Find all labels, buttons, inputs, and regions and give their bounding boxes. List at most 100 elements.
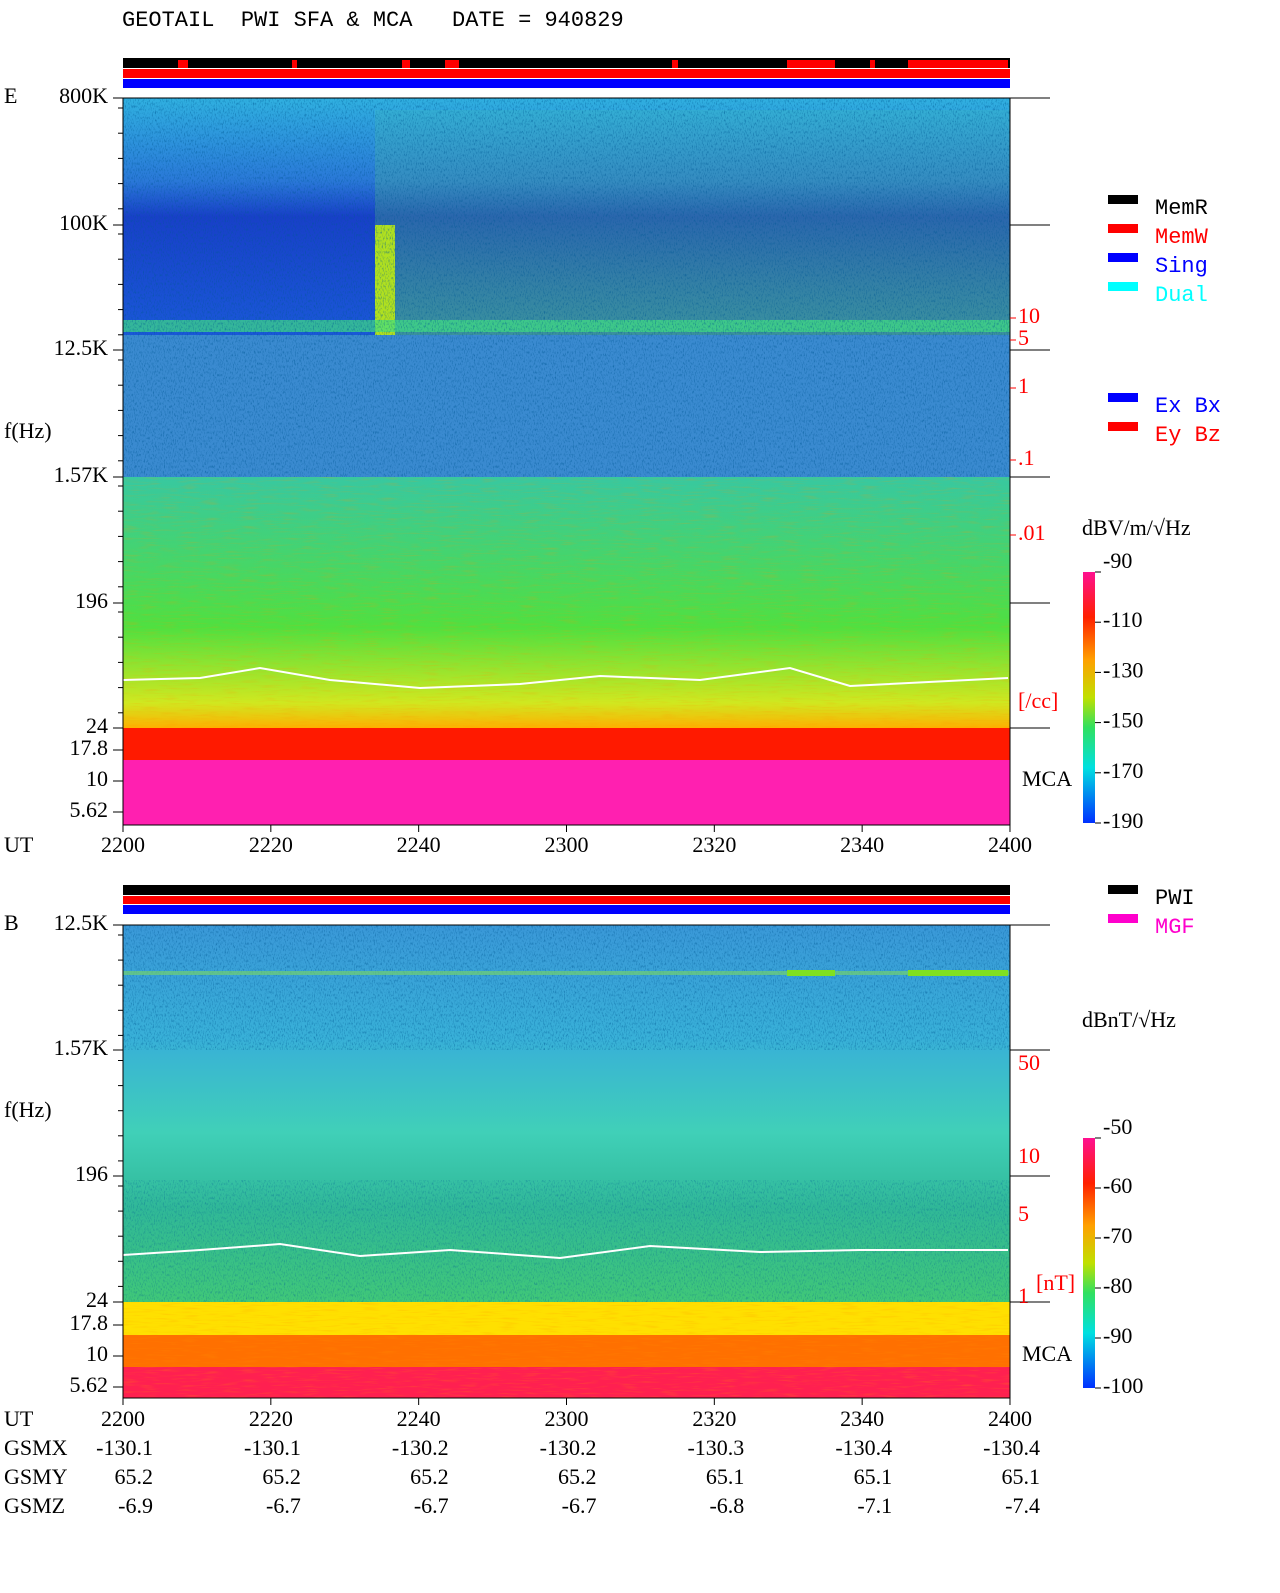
spectrogram-b xyxy=(122,924,1011,1399)
orbit-value: 65.2 xyxy=(558,1464,597,1489)
y-axis-label: f(Hz) xyxy=(4,1097,52,1122)
y-tick-label: 10 xyxy=(86,1341,108,1366)
legend-label: MGF xyxy=(1155,915,1195,940)
orbit-row-label: GSMY xyxy=(4,1464,68,1489)
orbit-value: 65.2 xyxy=(262,1464,301,1489)
y-tick-label: 196 xyxy=(75,1161,108,1186)
legend-label: Ex Bx xyxy=(1155,394,1221,419)
legend-swatch xyxy=(1108,253,1138,262)
x-tick-label: 2400 xyxy=(988,832,1032,857)
legend-label: Ey Bz xyxy=(1155,423,1221,448)
orbit-value: -130.4 xyxy=(835,1435,892,1460)
density-label: 1 xyxy=(1018,373,1029,398)
legend-label: Sing xyxy=(1155,254,1208,279)
density-label: [/cc] xyxy=(1018,688,1058,713)
colorbar-tick-label: -70 xyxy=(1103,1223,1132,1248)
y-tick-label: 12.5K xyxy=(54,910,109,935)
mca-label: MCA xyxy=(1022,766,1072,791)
y-tick-label: 800K xyxy=(59,83,108,108)
y-tick-label: 12.5K xyxy=(54,335,109,360)
orbit-value: 65.1 xyxy=(706,1464,745,1489)
status-bars xyxy=(123,58,1010,88)
status-bars-b xyxy=(123,885,1010,914)
orbit-value: 65.1 xyxy=(1001,1464,1040,1489)
colorbar-tick-label: -80 xyxy=(1103,1273,1132,1298)
y-tick-label: 1.57K xyxy=(54,1035,109,1060)
colorbar-unit: dBnT/√Hz xyxy=(1082,1007,1176,1032)
field-label: 1 xyxy=(1018,1283,1029,1308)
colorbar-e xyxy=(1083,572,1095,823)
title: GEOTAIL PWI SFA & MCA DATE = 940829 xyxy=(122,8,624,33)
legend-swatch xyxy=(1108,885,1138,894)
y-tick-label: 17.8 xyxy=(70,735,109,760)
colorbar-tick-label: -50 xyxy=(1103,1114,1132,1139)
colorbar-tick-label: -130 xyxy=(1103,657,1143,682)
colorbar-tick-label: -90 xyxy=(1103,548,1132,573)
orbit-row-label: GSMZ xyxy=(4,1493,65,1518)
legend-swatch xyxy=(1108,282,1138,291)
colorbar-tick-label: -110 xyxy=(1103,607,1143,632)
orbit-value: -6.7 xyxy=(562,1493,597,1518)
panel-label: E xyxy=(4,83,17,108)
x-tick-label: 2220 xyxy=(249,1406,293,1431)
x-tick-label: 2320 xyxy=(692,1406,736,1431)
y-tick-label: 24 xyxy=(86,713,108,738)
x-tick-label: 2220 xyxy=(249,832,293,857)
legend-label: Dual xyxy=(1155,283,1208,308)
orbit-value: 65.2 xyxy=(410,1464,449,1489)
orbit-value: 65.2 xyxy=(115,1464,154,1489)
spectrogram-e xyxy=(122,97,1011,826)
legend-label: PWI xyxy=(1155,886,1195,911)
orbit-value: -130.2 xyxy=(392,1435,449,1460)
panel-label: B xyxy=(4,910,19,935)
orbit-value: -130.3 xyxy=(687,1435,744,1460)
legend-label: MemW xyxy=(1155,225,1209,250)
y-tick-label: 196 xyxy=(75,588,108,613)
legend-swatch xyxy=(1108,224,1138,233)
colorbar-tick-label: -60 xyxy=(1103,1173,1132,1198)
legend-swatch xyxy=(1108,914,1138,923)
y-tick-label: 100K xyxy=(59,210,108,235)
x-tick-label: 2340 xyxy=(840,1406,884,1431)
orbit-value: -6.9 xyxy=(118,1493,153,1518)
field-label: 50 xyxy=(1018,1050,1040,1075)
legend-swatch xyxy=(1108,393,1138,402)
y-tick-label: 1.57K xyxy=(54,462,109,487)
field-label: [nT] xyxy=(1036,1270,1075,1295)
legend-label: MemR xyxy=(1155,196,1208,221)
x-tick-label: 2240 xyxy=(397,1406,441,1431)
y-tick-label: 5.62 xyxy=(70,797,109,822)
orbit-value: -6.7 xyxy=(266,1493,301,1518)
orbit-value: -130.4 xyxy=(983,1435,1040,1460)
orbit-value: 65.1 xyxy=(854,1464,893,1489)
x-tick-label: 2340 xyxy=(840,832,884,857)
colorbar-tick-label: -100 xyxy=(1103,1373,1143,1398)
x-tick-label: 2400 xyxy=(988,1406,1032,1431)
colorbar-b xyxy=(1083,1138,1095,1388)
x-tick-label: 2200 xyxy=(101,1406,145,1431)
x-tick-label: 2200 xyxy=(101,832,145,857)
density-label: 5 xyxy=(1018,325,1029,350)
orbit-value: -130.2 xyxy=(540,1435,597,1460)
y-tick-label: 17.8 xyxy=(70,1310,109,1335)
y-axis-label: f(Hz) xyxy=(4,418,52,443)
colorbar-tick-label: -170 xyxy=(1103,758,1143,783)
orbit-value: -7.4 xyxy=(1005,1493,1040,1518)
field-label: 10 xyxy=(1018,1143,1040,1168)
x-axis-label: UT xyxy=(4,832,34,857)
mca-label: MCA xyxy=(1022,1341,1072,1366)
x-tick-label: 2320 xyxy=(692,832,736,857)
colorbar-tick-label: -190 xyxy=(1103,808,1143,833)
x-tick-label: 2300 xyxy=(544,832,588,857)
y-tick-label: 24 xyxy=(86,1287,108,1312)
orbit-value: -7.1 xyxy=(857,1493,892,1518)
orbit-value: -6.7 xyxy=(414,1493,449,1518)
legend-swatch xyxy=(1108,422,1138,431)
x-axis-label: UT xyxy=(4,1406,34,1431)
colorbar-tick-label: -150 xyxy=(1103,708,1143,733)
legend-swatch xyxy=(1108,195,1138,204)
y-tick-label: 10 xyxy=(86,766,108,791)
density-label: 10 xyxy=(1018,303,1040,328)
x-tick-label: 2240 xyxy=(397,832,441,857)
